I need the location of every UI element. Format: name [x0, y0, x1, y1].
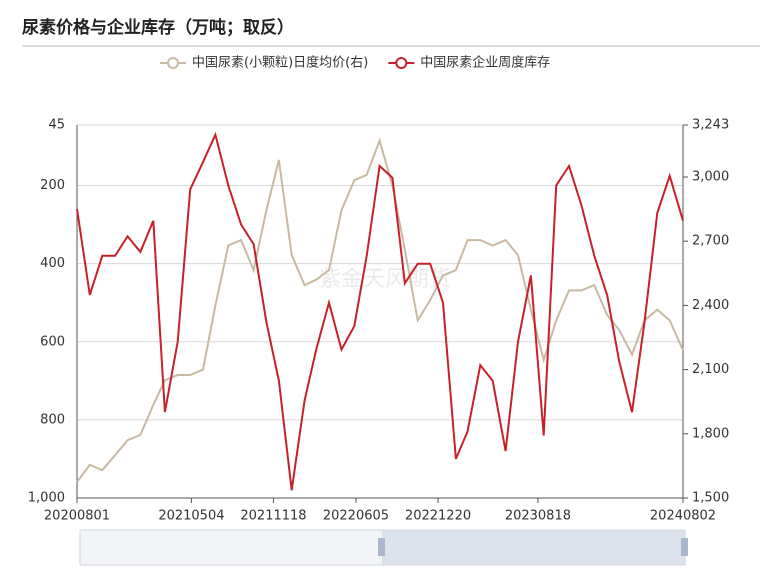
- x-tick-label: 20210504: [158, 509, 224, 524]
- y2-tick-label: 2,400: [692, 298, 729, 313]
- legend-label: 中国尿素(小颗粒)日度均价(右): [192, 55, 368, 71]
- y-tick-label: 200: [40, 178, 65, 193]
- x-tick-label: 20200801: [44, 509, 110, 524]
- x-tick-label: 20240802: [650, 509, 716, 524]
- x-tick-label: 20220605: [323, 509, 389, 524]
- series-line: [76, 137, 684, 483]
- y2-tick-label: 1,500: [692, 491, 729, 506]
- legend-marker: [395, 57, 408, 69]
- y2-tick-label: 2,100: [692, 362, 729, 377]
- series-line: [76, 131, 684, 491]
- slider-handle[interactable]: [378, 538, 385, 556]
- chart-title: 尿素价格与企业库存（万吨；取反）: [22, 17, 294, 38]
- slider-window[interactable]: [382, 530, 685, 565]
- y2-tick-label: 2,700: [692, 234, 729, 249]
- y2-tick-label: 3,000: [692, 170, 729, 185]
- y-tick-label: 45: [48, 118, 65, 133]
- legend-marker: [167, 57, 179, 69]
- y-tick-label: 400: [40, 256, 65, 271]
- y2-tick-label: 3,243: [692, 118, 729, 133]
- y-tick-label: 1,000: [28, 491, 65, 506]
- x-tick-label: 20221220: [405, 509, 471, 524]
- x-tick-label: 20211118: [240, 509, 306, 524]
- legend-label: 中国尿素企业周度库存: [420, 55, 550, 71]
- slider-handle[interactable]: [681, 538, 688, 556]
- y-tick-label: 600: [40, 334, 65, 349]
- y-tick-label: 800: [40, 412, 65, 427]
- legend: 中国尿素(小颗粒)日度均价(右) 中国尿素企业周度库存: [160, 55, 550, 71]
- y2-tick-label: 1,800: [692, 426, 729, 441]
- x-tick-label: 20230818: [505, 509, 571, 524]
- watermark: 紫金天风期货: [319, 267, 451, 292]
- zoom-slider[interactable]: [79, 529, 688, 566]
